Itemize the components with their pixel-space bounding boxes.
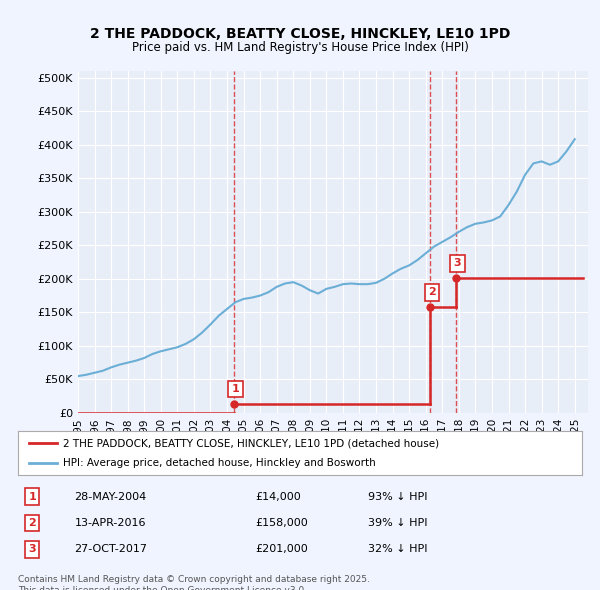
Text: 3: 3 [454, 258, 461, 268]
Text: £158,000: £158,000 [255, 518, 308, 528]
Text: 2: 2 [428, 287, 436, 297]
Text: 2: 2 [28, 518, 36, 528]
Text: 2 THE PADDOCK, BEATTY CLOSE, HINCKLEY, LE10 1PD: 2 THE PADDOCK, BEATTY CLOSE, HINCKLEY, L… [90, 27, 510, 41]
Text: 39% ↓ HPI: 39% ↓ HPI [368, 518, 427, 528]
Text: 27-OCT-2017: 27-OCT-2017 [74, 545, 148, 555]
Text: Contains HM Land Registry data © Crown copyright and database right 2025.
This d: Contains HM Land Registry data © Crown c… [18, 575, 370, 590]
Text: 2 THE PADDOCK, BEATTY CLOSE, HINCKLEY, LE10 1PD (detached house): 2 THE PADDOCK, BEATTY CLOSE, HINCKLEY, L… [63, 438, 439, 448]
Text: 28-MAY-2004: 28-MAY-2004 [74, 492, 146, 502]
Text: £14,000: £14,000 [255, 492, 301, 502]
Text: 93% ↓ HPI: 93% ↓ HPI [368, 492, 427, 502]
Text: Price paid vs. HM Land Registry's House Price Index (HPI): Price paid vs. HM Land Registry's House … [131, 41, 469, 54]
Text: 1: 1 [28, 492, 36, 502]
Text: 32% ↓ HPI: 32% ↓ HPI [368, 545, 427, 555]
Text: HPI: Average price, detached house, Hinckley and Bosworth: HPI: Average price, detached house, Hinc… [63, 458, 376, 467]
Text: 13-APR-2016: 13-APR-2016 [74, 518, 146, 528]
Text: 3: 3 [28, 545, 36, 555]
Text: £201,000: £201,000 [255, 545, 308, 555]
Text: 1: 1 [232, 384, 239, 394]
